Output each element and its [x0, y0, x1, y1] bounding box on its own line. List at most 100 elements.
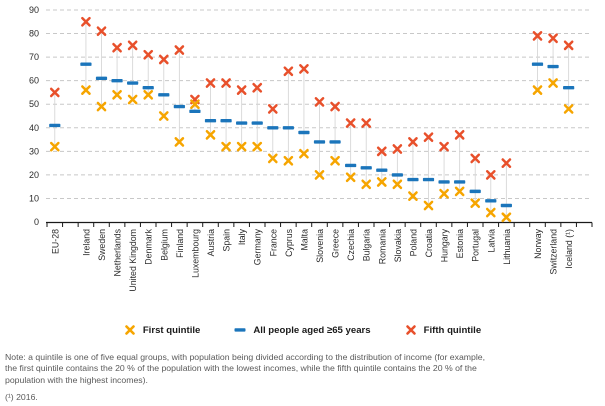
country-label: Cyprus [284, 228, 294, 256]
x-mark [205, 78, 216, 88]
dash-mark [485, 199, 497, 203]
x-mark [314, 97, 325, 107]
x-mark [205, 129, 216, 140]
dash-mark [407, 177, 419, 182]
x-mark [236, 141, 247, 152]
x-mark [236, 85, 247, 95]
dash-mark [173, 104, 185, 109]
x-mark [376, 177, 387, 187]
x-mark [158, 111, 169, 121]
x-mark [454, 129, 465, 140]
x-mark [470, 153, 481, 164]
country-label: Czechia [346, 229, 356, 261]
y-axis-tick-label: 10 [29, 193, 39, 203]
country-label: Norway [533, 228, 543, 258]
country-label: Portugal [471, 229, 481, 262]
country-label: Poland [408, 229, 418, 256]
x-mark [112, 89, 122, 100]
y-axis-tick-label: 80 [29, 29, 39, 39]
x-mark [283, 66, 294, 77]
x-mark [314, 170, 325, 180]
x-mark [267, 153, 278, 164]
y-axis-tick-label: 50 [29, 99, 39, 109]
x-mark [423, 132, 434, 143]
x-mark [501, 158, 512, 168]
country-label: Belgium [159, 229, 169, 261]
dash-mark [49, 123, 61, 128]
legend-item-fifth-quintile: Fifth quintile [405, 324, 482, 336]
x-mark [408, 191, 418, 201]
x-mark [485, 170, 496, 180]
dash-mark [251, 121, 263, 125]
range-connectors [54, 21, 570, 218]
x-mark [439, 188, 449, 199]
dash-mark [469, 189, 481, 194]
x-mark [299, 148, 309, 159]
blue-dash-mark-icon [234, 328, 246, 332]
y-axis-tick-label: 30 [29, 146, 39, 156]
x-mark [49, 87, 60, 98]
x-mark [158, 54, 169, 65]
dash-mark [563, 86, 575, 90]
dash-mark [95, 76, 108, 81]
dash-mark [360, 166, 372, 170]
country-label: Slovakia [393, 229, 403, 262]
x-mark [345, 172, 356, 183]
y-axis-tick-label: 0 [34, 217, 39, 227]
country-label: Greece [331, 229, 341, 258]
x-mark [112, 42, 122, 53]
country-label: EU-28 [50, 229, 60, 254]
x-mark [361, 179, 372, 190]
country-label: Sweden [97, 229, 107, 261]
x-mark [376, 146, 387, 157]
x-mark [267, 104, 278, 114]
dash-mark [438, 180, 450, 184]
x-mark [174, 45, 185, 55]
yellow-x-mark-icon [125, 325, 135, 335]
dash-mark [454, 180, 466, 184]
x-mark [96, 26, 107, 37]
country-label: Finland [175, 229, 185, 258]
country-label: Hungary [440, 228, 450, 262]
legend-label-fifth-quintile: Fifth quintile [423, 324, 482, 336]
x-mark [252, 141, 263, 152]
x-mark [361, 118, 372, 128]
dash-mark [547, 64, 559, 69]
x-mark [143, 49, 154, 60]
dash-mark [500, 203, 512, 208]
country-label: Spain [222, 229, 232, 252]
quintile-scatter-chart: 0 10 20 30 40 50 60 70 80 90 EU-28 Ireland Sweden Net… [29, 5, 593, 292]
x-mark [485, 207, 496, 218]
series-all-people-65plus [49, 62, 575, 208]
x-mark [408, 137, 418, 147]
country-label: France [268, 229, 278, 256]
y-axis-tick-label: 20 [29, 170, 39, 180]
country-label: Germany [253, 228, 263, 265]
dash-mark [298, 130, 310, 135]
y-axis-tick-label: 70 [29, 52, 39, 62]
dash-mark [282, 126, 294, 130]
dash-mark [313, 140, 326, 144]
x-mark [330, 101, 340, 112]
x-mark [563, 40, 574, 51]
series-fifth-quintile [49, 16, 574, 180]
x-mark [392, 179, 403, 190]
country-label: Malta [299, 229, 309, 251]
x-mark [392, 144, 403, 154]
chart-legend: First quintile All people aged ≥65 years… [0, 320, 605, 340]
x-mark [283, 155, 294, 166]
country-label: Lithuania [502, 229, 512, 265]
x-mark [439, 141, 449, 152]
x-mark [470, 198, 481, 209]
x-mark [127, 94, 138, 105]
dash-mark [220, 119, 232, 123]
chart-note: Note: a quintile is one of five equal gr… [5, 352, 486, 385]
dash-mark [80, 62, 92, 66]
gridlines: 0 10 20 30 40 50 60 70 80 90 [29, 5, 592, 227]
country-label: Croatia [424, 229, 434, 257]
country-labels: EU-28 Ireland Sweden Netherlands United King… [50, 228, 574, 291]
country-label: Latvia [486, 229, 496, 253]
country-label: Ireland [81, 229, 91, 256]
dash-mark [189, 109, 201, 113]
x-mark [143, 89, 154, 100]
